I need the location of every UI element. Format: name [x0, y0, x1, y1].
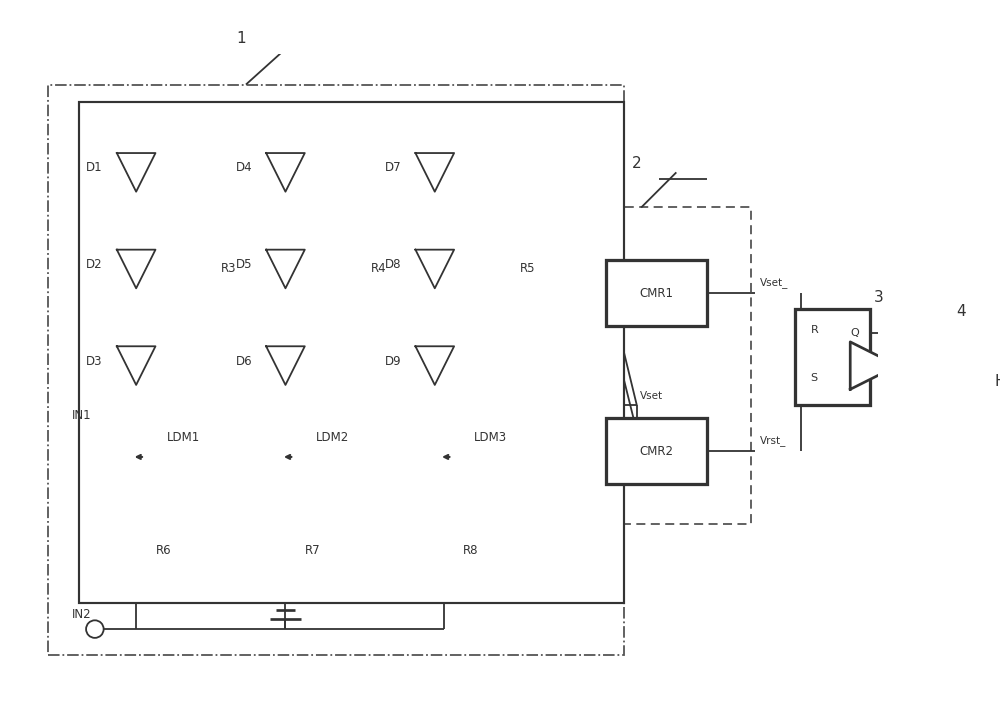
Text: R: R: [811, 325, 818, 335]
Text: R8: R8: [463, 543, 478, 556]
Text: CMR1: CMR1: [640, 287, 674, 300]
Polygon shape: [415, 346, 454, 385]
Bar: [606, 260, 707, 326]
Polygon shape: [266, 153, 305, 192]
Text: R5: R5: [520, 262, 535, 275]
Text: D1: D1: [86, 162, 103, 174]
Text: Q: Q: [850, 371, 859, 381]
Text: S: S: [811, 373, 818, 383]
Text: IN2: IN2: [72, 608, 92, 621]
Text: CMR2: CMR2: [640, 445, 674, 458]
Text: R6: R6: [155, 543, 171, 556]
Text: D9: D9: [385, 355, 401, 368]
Bar: [48, 84, 624, 656]
Text: Vset: Vset: [639, 391, 663, 401]
Text: LDM2: LDM2: [316, 431, 349, 444]
Text: D7: D7: [385, 162, 401, 174]
Text: Vset_: Vset_: [760, 277, 788, 288]
Text: 1: 1: [237, 31, 246, 46]
Polygon shape: [415, 153, 454, 192]
Text: D4: D4: [235, 162, 252, 174]
Text: Vrst_: Vrst_: [760, 435, 786, 446]
Text: R7: R7: [305, 543, 320, 556]
Bar: [795, 308, 870, 405]
Text: Q: Q: [850, 327, 859, 337]
Polygon shape: [415, 250, 454, 288]
Text: D5: D5: [236, 258, 252, 271]
Text: Vcom: Vcom: [639, 418, 669, 428]
Text: Vrst: Vrst: [639, 444, 661, 454]
Text: D2: D2: [86, 258, 103, 271]
Text: R4: R4: [371, 262, 386, 275]
Text: R3: R3: [221, 262, 237, 275]
Bar: [593, 207, 751, 523]
Text: 3: 3: [873, 290, 883, 305]
Polygon shape: [117, 153, 155, 192]
Polygon shape: [117, 346, 155, 385]
Polygon shape: [266, 346, 305, 385]
Text: D8: D8: [385, 258, 401, 271]
Text: HO: HO: [995, 374, 1000, 389]
Text: IN1: IN1: [72, 409, 92, 422]
Bar: [79, 102, 624, 603]
Polygon shape: [266, 250, 305, 288]
Polygon shape: [850, 342, 898, 389]
Text: LDM3: LDM3: [474, 431, 507, 444]
Bar: [606, 418, 707, 484]
Text: D3: D3: [86, 355, 103, 368]
Text: D6: D6: [235, 355, 252, 368]
Text: 2: 2: [632, 156, 642, 171]
Text: LDM1: LDM1: [167, 431, 200, 444]
Polygon shape: [117, 250, 155, 288]
Text: 4: 4: [956, 304, 966, 319]
